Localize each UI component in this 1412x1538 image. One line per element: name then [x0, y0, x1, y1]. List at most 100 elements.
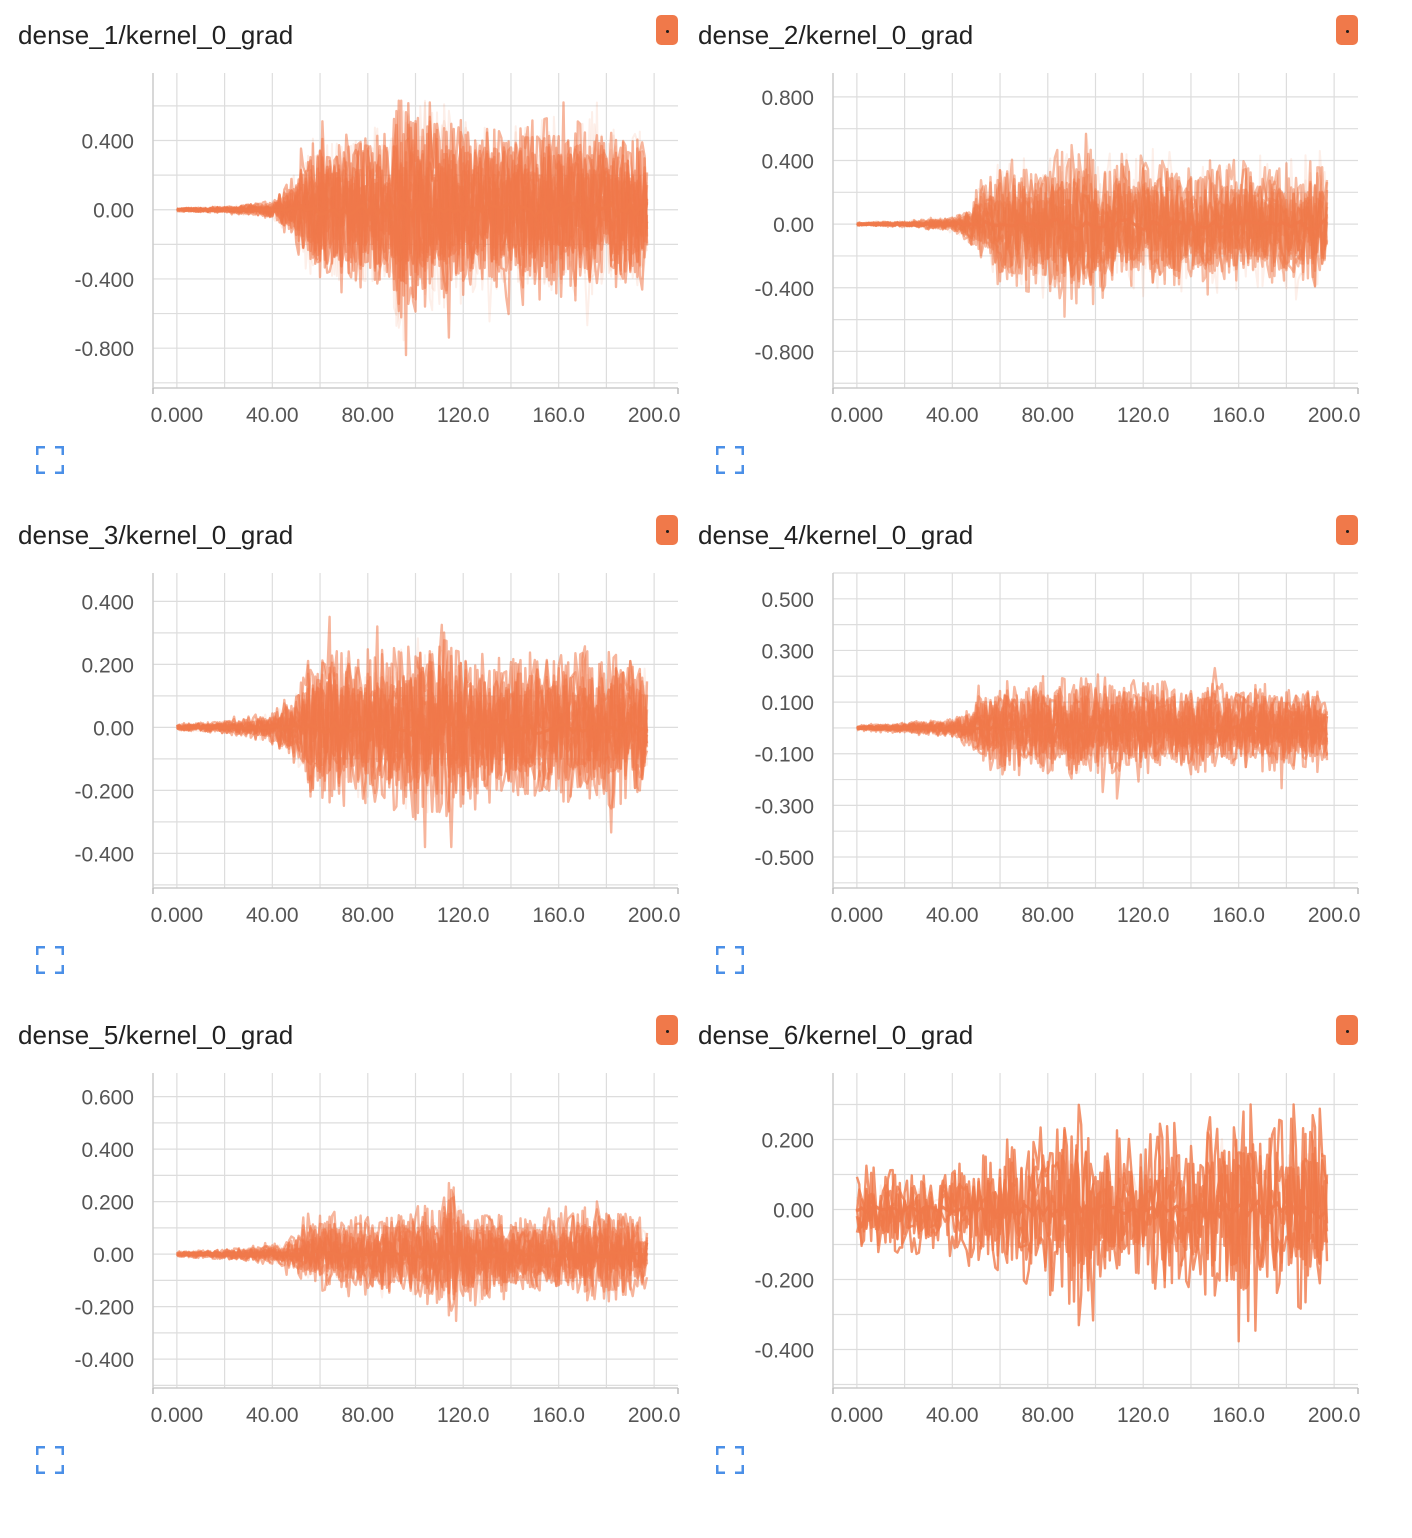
x-tick-label: 40.00	[926, 404, 979, 427]
y-tick-label: 0.400	[81, 591, 134, 614]
chart-menu-button[interactable]	[656, 515, 678, 545]
expand-chart-button[interactable]	[715, 1445, 745, 1475]
expand-chart-button[interactable]	[715, 945, 745, 975]
series-line	[856, 722, 1325, 734]
y-tick-label: 0.00	[773, 1200, 814, 1223]
chart-title: dense_1/kernel_0_grad	[18, 20, 294, 50]
x-tick-label: 200.0	[628, 1404, 681, 1427]
y-tick-label: 0.100	[761, 692, 814, 715]
x-tick-label: 200.0	[628, 404, 681, 427]
expand-chart-button[interactable]	[715, 445, 745, 475]
x-tick-label: 40.00	[926, 904, 979, 927]
series-group	[856, 132, 1329, 318]
y-tick-label: -0.400	[74, 843, 134, 866]
dots-icon	[666, 1030, 669, 1033]
series-line	[855, 1110, 1329, 1343]
y-tick-label: 0.200	[761, 1130, 814, 1153]
x-tick-label: 160.0	[532, 404, 585, 427]
expand-chart-button[interactable]	[35, 1445, 65, 1475]
series-line	[176, 718, 646, 737]
y-tick-label: 0.500	[761, 589, 814, 612]
x-tick-label: 40.00	[246, 1404, 299, 1427]
chart-menu-button[interactable]	[1336, 1015, 1358, 1045]
x-tick-label: 80.00	[1021, 904, 1074, 927]
x-tick-label: 0.000	[151, 404, 204, 427]
chart-card: dense_2/kernel_0_grad -0.800 -0.400 0.00 0.4…	[680, 0, 1360, 500]
y-tick-label: -0.400	[74, 269, 134, 292]
y-tick-label: -0.500	[754, 847, 814, 870]
series-group	[175, 615, 649, 849]
chart-plot[interactable]: -0.500 -0.300 -0.100 0.100 0.300 0.500 0.000 40…	[680, 500, 1360, 940]
chart-plot[interactable]: -0.800 -0.400 0.00 0.400 0.800 0.000 40.00 80.0…	[680, 0, 1360, 440]
x-tick-label: 200.0	[1308, 404, 1361, 427]
y-tick-label: 0.400	[81, 1139, 134, 1162]
y-tick-label: 0.00	[93, 717, 134, 740]
x-tick-label: 200.0	[1308, 1404, 1361, 1427]
x-tick-label: 0.000	[151, 904, 204, 927]
chart-menu-button[interactable]	[656, 1015, 678, 1045]
y-tick-label: 0.400	[81, 131, 134, 154]
x-tick-label: 120.0	[1117, 904, 1170, 927]
x-tick-label: 40.00	[246, 404, 299, 427]
expand-icon	[35, 445, 65, 475]
chart-menu-button[interactable]	[656, 15, 678, 45]
y-tick-label: -0.100	[754, 744, 814, 767]
y-tick-label: 0.200	[81, 654, 134, 677]
x-tick-label: 120.0	[437, 404, 490, 427]
x-tick-label: 0.000	[831, 904, 884, 927]
x-tick-label: 40.00	[926, 1404, 979, 1427]
y-tick-label: 0.00	[93, 200, 134, 223]
y-tick-label: -0.200	[74, 780, 134, 803]
x-tick-label: 0.000	[831, 1404, 884, 1427]
expand-chart-button[interactable]	[35, 945, 65, 975]
y-tick-label: -0.800	[754, 341, 814, 364]
x-tick-label: 80.00	[1021, 1404, 1074, 1427]
series-line	[176, 1248, 646, 1260]
y-tick-label: 0.00	[93, 1244, 134, 1267]
y-tick-label: -0.400	[74, 1349, 134, 1372]
x-tick-label: 160.0	[1212, 404, 1265, 427]
chart-plot[interactable]: -0.400 -0.200 0.00 0.200 0.400 0.600 0.000 40.0…	[0, 1000, 680, 1440]
x-tick-label: 160.0	[532, 904, 585, 927]
chart-menu-button[interactable]	[1336, 15, 1358, 45]
x-tick-label: 200.0	[628, 904, 681, 927]
chart-plot[interactable]: -0.400 -0.200 0.00 0.200 0.000 40.00 80.00 120.…	[680, 1000, 1360, 1440]
x-tick-label: 80.00	[341, 404, 394, 427]
chart-plot[interactable]: -0.800 -0.400 0.00 0.400 0.000 40.00 80.00 120.…	[0, 0, 680, 440]
chart-title: dense_2/kernel_0_grad	[698, 20, 974, 50]
chart-title: dense_5/kernel_0_grad	[18, 1020, 294, 1050]
series-line	[855, 1138, 1328, 1277]
chart-plot[interactable]: -0.400 -0.200 0.00 0.200 0.400 0.000 40.00 80.0…	[0, 500, 680, 940]
chart-card: dense_6/kernel_0_grad -0.400 -0.200 0.00 0.2…	[680, 1000, 1360, 1500]
expand-icon	[715, 945, 745, 975]
x-tick-label: 80.00	[341, 1404, 394, 1427]
expand-chart-button[interactable]	[35, 445, 65, 475]
chart-title: dense_6/kernel_0_grad	[698, 1020, 974, 1050]
y-tick-label: -0.400	[754, 278, 814, 301]
chart-menu-button[interactable]	[1336, 515, 1358, 545]
series-group	[175, 1181, 649, 1323]
x-tick-label: 0.000	[151, 1404, 204, 1427]
expand-icon	[35, 1445, 65, 1475]
expand-icon	[715, 445, 745, 475]
chart-card: dense_1/kernel_0_grad -0.800 -0.400 0.00 0.4…	[0, 0, 680, 500]
expand-icon	[35, 945, 65, 975]
y-tick-label: 0.600	[81, 1087, 134, 1110]
chart-title: dense_4/kernel_0_grad	[698, 520, 974, 550]
y-tick-label: -0.200	[74, 1297, 134, 1320]
y-tick-label: 0.00	[773, 214, 814, 237]
x-tick-label: 120.0	[1117, 404, 1170, 427]
y-tick-label: -0.400	[754, 1340, 814, 1363]
dots-icon	[1346, 30, 1349, 33]
y-tick-label: 0.400	[761, 151, 814, 174]
y-tick-label: 0.300	[761, 640, 814, 663]
x-tick-label: 40.00	[246, 904, 299, 927]
series-line	[176, 111, 649, 285]
x-tick-label: 200.0	[1308, 904, 1361, 927]
chart-card: dense_5/kernel_0_grad -0.400 -0.200 0.00 0.2…	[0, 1000, 680, 1500]
y-tick-label: 0.800	[761, 87, 814, 110]
expand-icon	[715, 1445, 745, 1475]
x-tick-label: 160.0	[532, 1404, 585, 1427]
x-tick-label: 0.000	[831, 404, 884, 427]
